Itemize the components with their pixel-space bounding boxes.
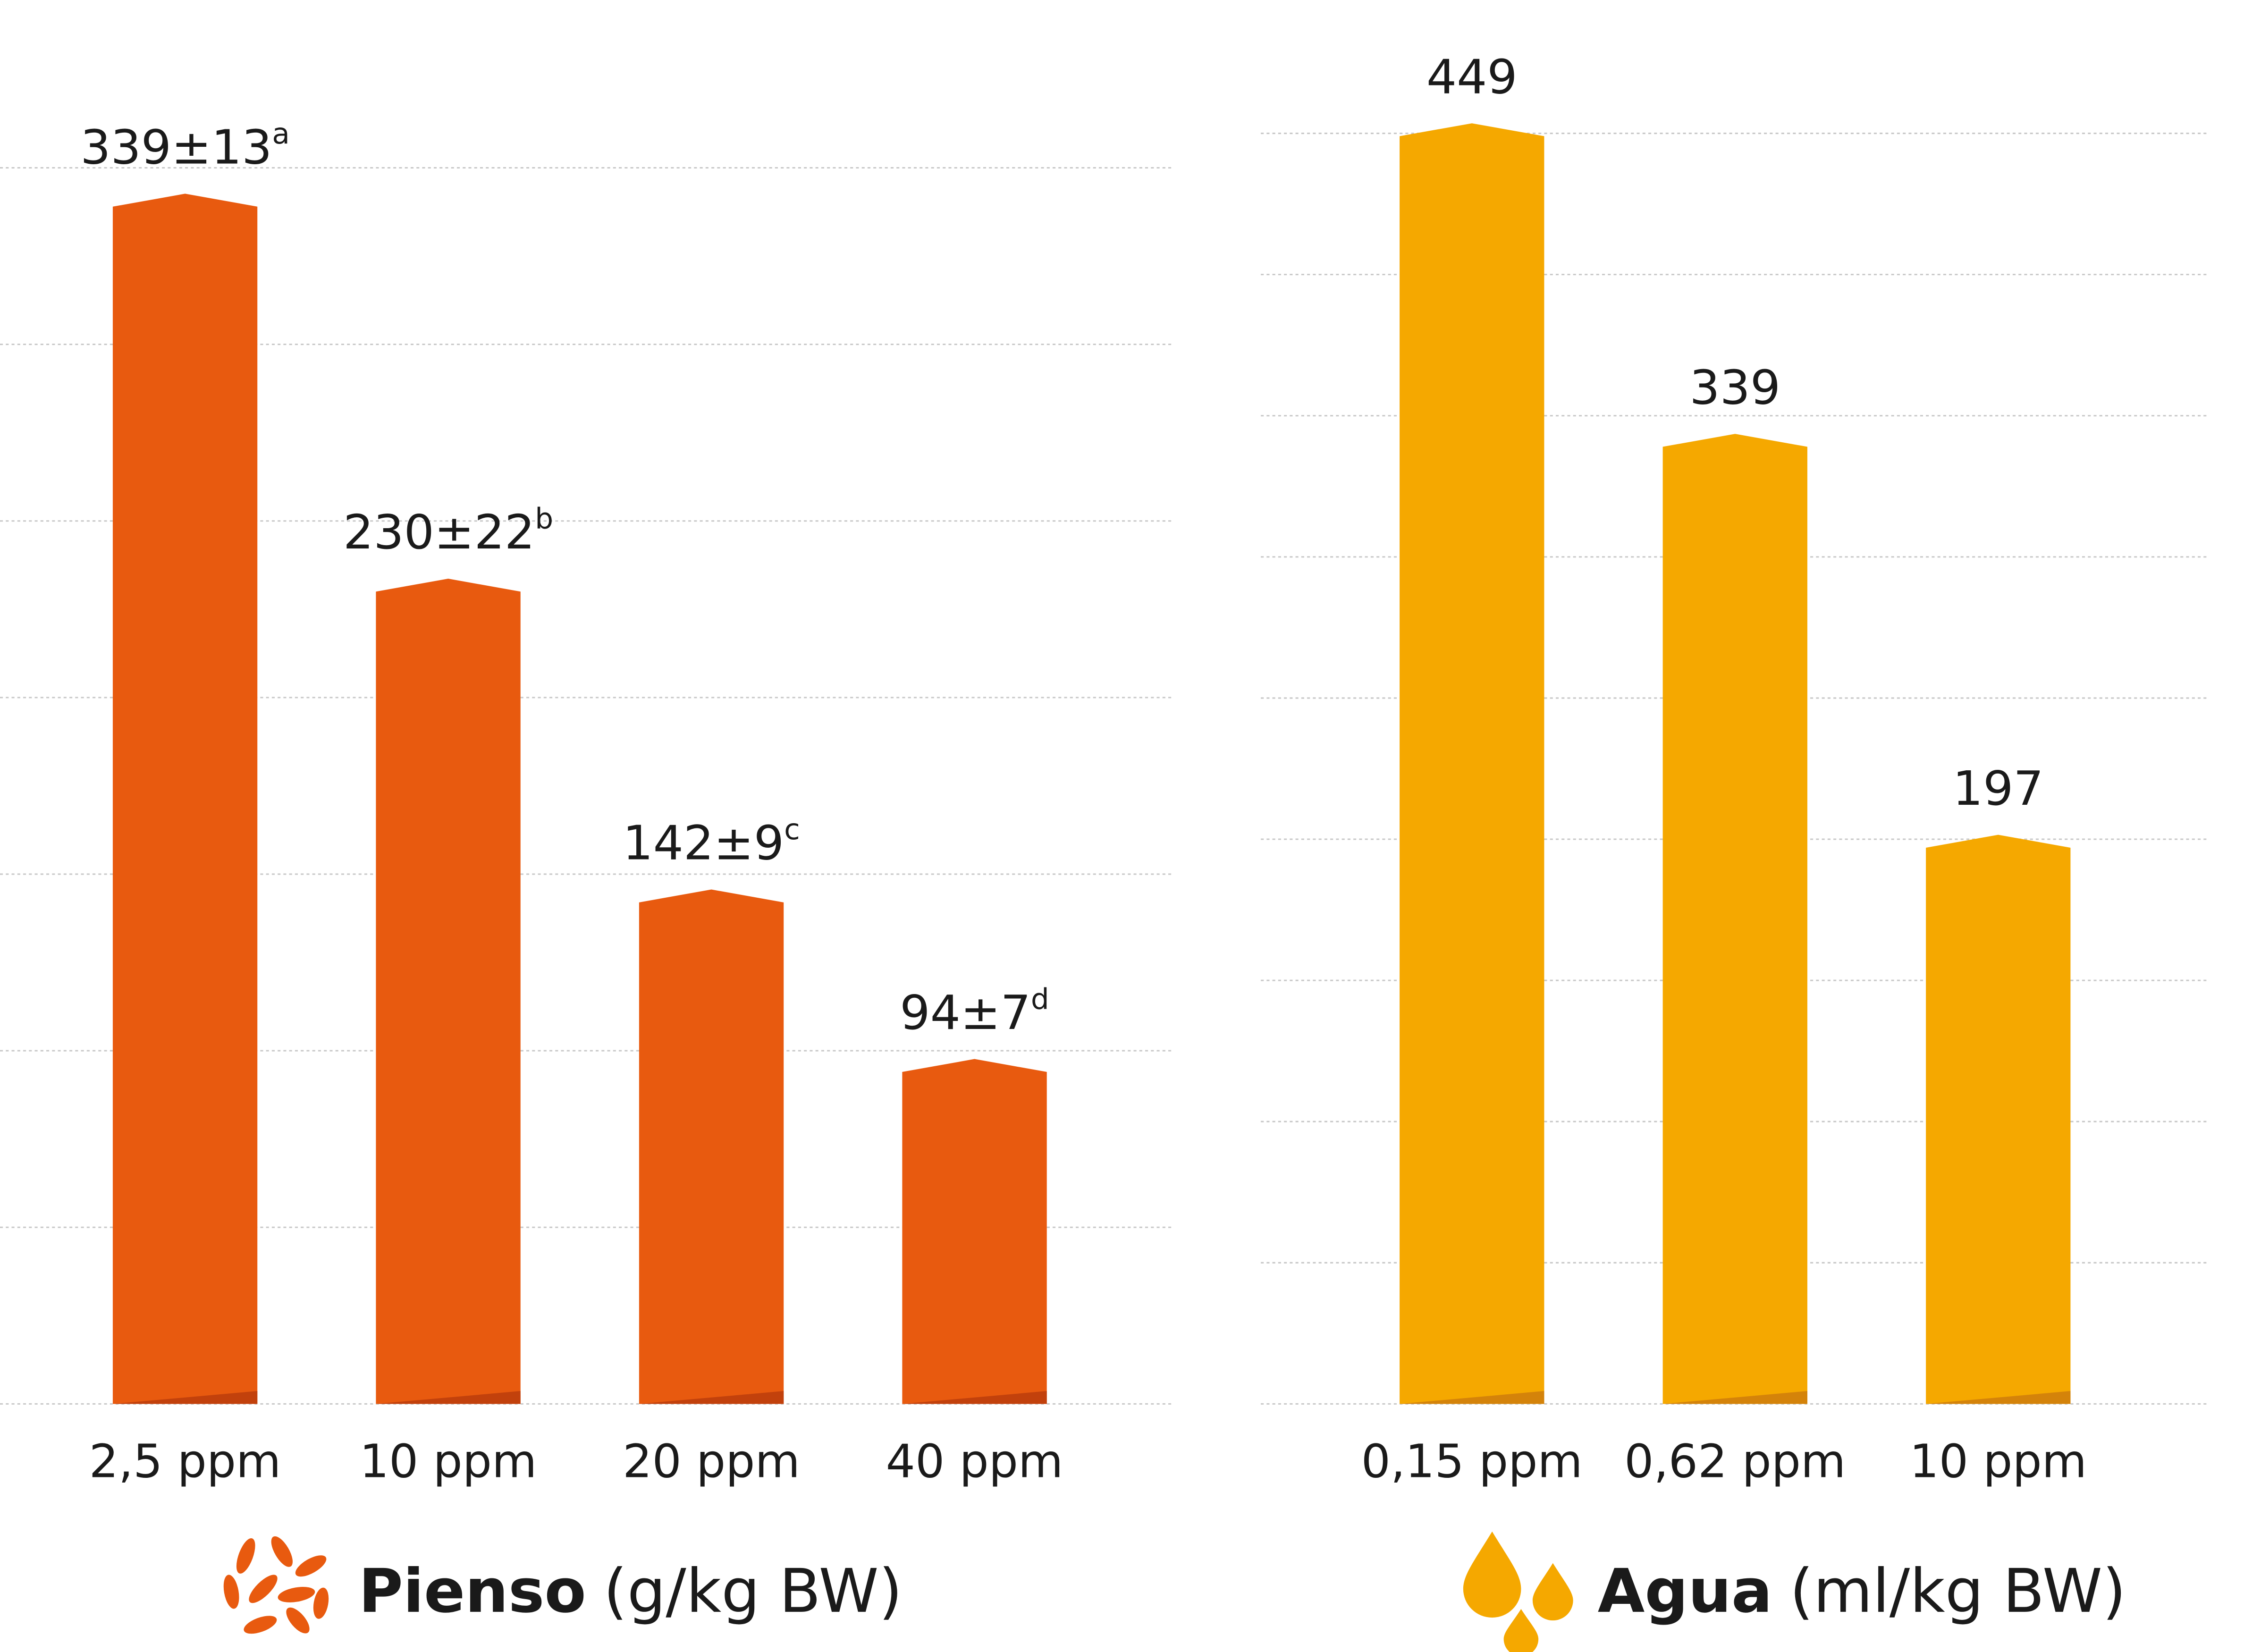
- value-label-group: 339±13a: [80, 117, 290, 175]
- x-tick-label: 20 ppm: [623, 1435, 800, 1489]
- x-tick-label: 2,5 ppm: [89, 1435, 281, 1489]
- value-label: 449: [1426, 50, 1518, 105]
- bar: [112, 194, 258, 1404]
- bar: [376, 579, 521, 1404]
- value-label: 339: [1689, 360, 1780, 415]
- value-label-group: 339: [1689, 360, 1780, 415]
- bar: [1400, 123, 1544, 1404]
- x-axis-label-group: Pienso (g/kg BW): [359, 1556, 903, 1626]
- significance-label: c: [784, 813, 800, 846]
- x-axis-label-group: Agua (ml/kg BW): [1598, 1556, 2126, 1626]
- value-label: 230±22: [343, 505, 535, 560]
- bar-shade: [1400, 1391, 1544, 1404]
- value-label: 339±13: [80, 120, 272, 175]
- value-label-group: 94±7d: [900, 983, 1049, 1040]
- feed-icon: [223, 1536, 329, 1634]
- x-axis-label: Pienso: [359, 1556, 586, 1626]
- x-tick-label: 0,15 ppm: [1361, 1435, 1583, 1489]
- value-label-group: 230±22b: [343, 502, 553, 560]
- x-tick-label: 10 ppm: [1909, 1435, 2087, 1489]
- bar-shade: [1662, 1391, 1807, 1404]
- x-tick-label: 0,62 ppm: [1624, 1435, 1846, 1489]
- water-icon: [1463, 1531, 1573, 1652]
- bar: [1926, 834, 2071, 1404]
- value-label: 142±9: [623, 816, 784, 871]
- bar: [902, 1059, 1047, 1404]
- x-axis-unit: (g/kg BW): [604, 1556, 903, 1626]
- x-tick-label: 40 ppm: [886, 1435, 1063, 1489]
- x-axis-unit: (ml/kg BW): [1790, 1556, 2126, 1626]
- bar-shade: [639, 1391, 784, 1404]
- value-label-group: 449: [1426, 50, 1518, 105]
- value-label-group: 142±9c: [623, 813, 800, 870]
- bar-shade: [1926, 1391, 2071, 1404]
- x-tick-label: 10 ppm: [360, 1435, 537, 1489]
- bar-shade: [902, 1391, 1047, 1404]
- significance-label: d: [1031, 983, 1049, 1016]
- bar: [639, 889, 784, 1404]
- value-label: 94±7: [900, 985, 1031, 1040]
- bar: [1662, 434, 1807, 1404]
- value-label: 197: [1953, 761, 2044, 816]
- value-label-group: 197: [1953, 761, 2044, 816]
- significance-label: b: [535, 502, 553, 536]
- x-axis-label: Agua: [1598, 1556, 1772, 1626]
- significance-label: a: [272, 117, 290, 151]
- bar-shade: [376, 1391, 521, 1404]
